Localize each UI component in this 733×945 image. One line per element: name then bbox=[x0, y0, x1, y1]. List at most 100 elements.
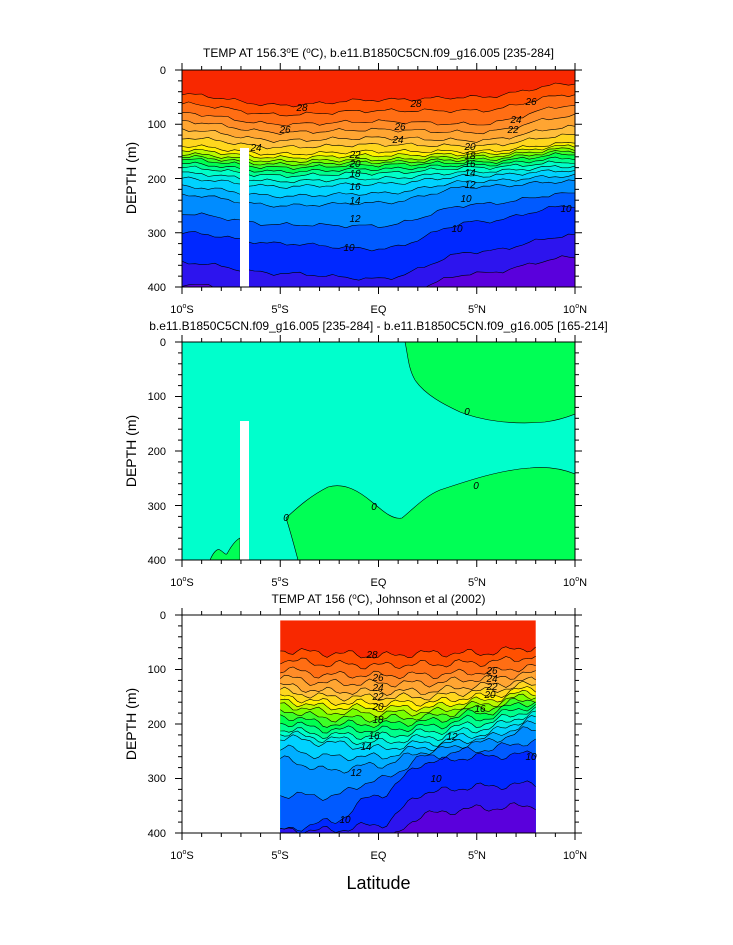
contour-label: 28 bbox=[365, 650, 378, 661]
x-tick-label: EQ bbox=[371, 304, 387, 316]
isotherm-line bbox=[182, 82, 575, 108]
contour-label: 22 bbox=[506, 125, 519, 136]
contour-label: 12 bbox=[349, 214, 361, 225]
x-tick-label: 10oS bbox=[170, 849, 194, 862]
contour-label: 16 bbox=[464, 159, 476, 170]
isotherm-line bbox=[280, 670, 536, 688]
isotherm-line bbox=[280, 646, 536, 659]
x-axis-label: Latitude bbox=[346, 873, 410, 893]
y-axis-label: DEPTH (m) bbox=[123, 142, 139, 214]
y-axis-label: DEPTH (m) bbox=[123, 415, 139, 487]
contour-label: 20 bbox=[483, 690, 496, 701]
isotherm-line bbox=[280, 697, 536, 723]
contour-label: 10 bbox=[451, 224, 463, 235]
isotherm-line bbox=[280, 656, 536, 670]
isotherm-line bbox=[182, 94, 575, 117]
isotherm-line bbox=[280, 693, 536, 718]
panel-title: TEMP AT 156.3oE (oC), b.e11.B1850C5CN.f0… bbox=[203, 46, 554, 60]
contour-label: 26 bbox=[371, 673, 384, 684]
x-tick-label: 5oS bbox=[271, 576, 288, 589]
contour-label: 24 bbox=[391, 135, 404, 146]
x-tick-label: 5oN bbox=[468, 576, 486, 589]
y-tick-label: 0 bbox=[160, 65, 166, 77]
contour-label: 10 bbox=[430, 774, 442, 785]
contour-label: 22 bbox=[485, 682, 498, 693]
contour-label: 24 bbox=[371, 683, 384, 694]
contour-label: 14 bbox=[349, 196, 361, 207]
contour-label: 18 bbox=[372, 715, 384, 726]
x-tick-labels: 10oS 5oS EQ 5oN 10oN bbox=[170, 576, 587, 589]
panel-obs-temp: TEMP AT 156 (oC), Johnson et al (2002) 2… bbox=[123, 592, 587, 862]
contour-label: 26 bbox=[278, 125, 291, 136]
x-tick-label: 5oN bbox=[468, 849, 486, 862]
contour-label: 12 bbox=[464, 180, 476, 191]
positive-region-upper bbox=[404, 342, 575, 424]
x-tick-label: 10oN bbox=[563, 303, 587, 316]
contour-label: 10 bbox=[525, 752, 537, 763]
y-tick-label: 300 bbox=[148, 501, 166, 513]
isotherm-line bbox=[182, 124, 575, 143]
x-tick-label: 5oS bbox=[271, 849, 288, 862]
y-tick-label: 400 bbox=[148, 282, 166, 294]
contour-label: 24 bbox=[249, 143, 262, 154]
x-tick-label: 10oS bbox=[170, 303, 194, 316]
isotherm-line bbox=[280, 726, 536, 774]
positive-region-deep bbox=[285, 467, 575, 560]
contour-label: 26 bbox=[485, 666, 498, 677]
axis-ticks bbox=[175, 608, 582, 840]
y-tick-label: 100 bbox=[148, 391, 166, 403]
contour-label: 12 bbox=[350, 768, 362, 779]
contour-label: 16 bbox=[349, 182, 361, 193]
contour-label: 10 bbox=[339, 815, 351, 826]
panel-model-temp: TEMP AT 156.3oE (oC), b.e11.B1850C5CN.f0… bbox=[123, 46, 587, 316]
x-tick-labels: 10oS 5oS EQ 5oN 10oN bbox=[170, 303, 587, 316]
contour-label: 20 bbox=[371, 702, 384, 713]
isotherm-line bbox=[280, 720, 536, 762]
contour-label: 22 bbox=[371, 692, 384, 703]
y-axis-label: DEPTH (m) bbox=[123, 688, 139, 760]
contour-lines bbox=[280, 646, 536, 833]
axis-ticks bbox=[175, 63, 582, 294]
axis-ticks bbox=[175, 335, 582, 567]
contour-label: 12 bbox=[446, 732, 458, 743]
panel-title: TEMP AT 156 (oC), Johnson et al (2002) bbox=[272, 592, 486, 606]
contour-fill bbox=[182, 70, 575, 287]
contour-label: 0 bbox=[464, 407, 470, 418]
contour-labels: 28 26 26 24 24 22 22 20 20 18 16 16 14 1… bbox=[339, 650, 537, 826]
isotherm-line bbox=[182, 113, 575, 135]
x-tick-labels: 10oS 5oS EQ 5oN 10oN bbox=[170, 849, 587, 862]
isotherm-line bbox=[393, 802, 536, 833]
contour-label: 20 bbox=[463, 142, 476, 153]
y-tick-label: 200 bbox=[148, 719, 166, 731]
contour-label: 14 bbox=[360, 742, 372, 753]
y-tick-label: 400 bbox=[148, 828, 166, 840]
isotherm-line bbox=[280, 676, 536, 696]
y-tick-labels: 0 100 200 300 400 bbox=[148, 65, 166, 294]
isotherm-line bbox=[280, 750, 536, 832]
contour-label: 10 bbox=[560, 204, 572, 215]
contour-label: 24 bbox=[509, 115, 522, 126]
y-tick-label: 300 bbox=[148, 228, 166, 240]
x-tick-label: 10oN bbox=[563, 576, 587, 589]
contour-label: 26 bbox=[393, 122, 406, 133]
contour-label: 16 bbox=[368, 731, 380, 742]
isotherm-line bbox=[182, 133, 575, 150]
temperature-band bbox=[182, 255, 575, 287]
isotherm-line bbox=[280, 706, 536, 740]
contour-label: 10 bbox=[343, 243, 355, 254]
contour-label: 20 bbox=[348, 159, 361, 170]
y-tick-label: 100 bbox=[148, 664, 166, 676]
positive-region-small bbox=[209, 537, 241, 560]
contour-label: 0 bbox=[473, 481, 479, 492]
x-tick-label: 10oS bbox=[170, 576, 194, 589]
y-tick-label: 300 bbox=[148, 773, 166, 785]
contour-label: 24 bbox=[485, 674, 498, 685]
x-tick-label: EQ bbox=[371, 577, 387, 589]
contour-label: 0 bbox=[283, 513, 289, 524]
isotherm-line bbox=[280, 710, 536, 746]
isotherm-line bbox=[182, 255, 575, 287]
isotherm-line bbox=[182, 105, 575, 127]
isotherm-line bbox=[280, 686, 536, 708]
x-tick-label: 5oN bbox=[468, 303, 486, 316]
